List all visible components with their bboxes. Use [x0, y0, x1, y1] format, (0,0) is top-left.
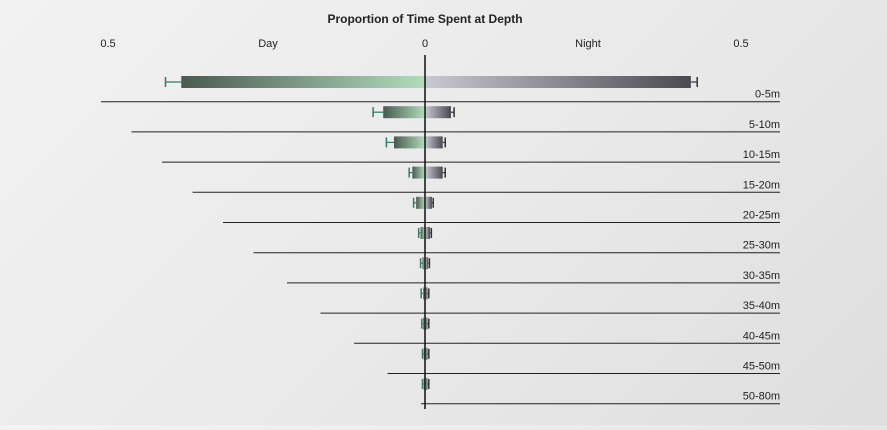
depth-label: 35-40m — [743, 300, 780, 312]
depth-label: 20-25m — [743, 210, 780, 222]
day-bar — [420, 227, 425, 239]
night-bar — [425, 106, 451, 119]
night-bar — [425, 317, 428, 330]
night-bar — [425, 287, 428, 300]
depth-label: 5-10m — [749, 119, 780, 131]
depth-label: 30-35m — [743, 270, 780, 282]
night-bar — [425, 196, 432, 209]
day-bar — [422, 257, 425, 270]
day-label: Day — [258, 38, 278, 50]
day-bar — [423, 317, 425, 330]
left-tick-label: 0.5 — [100, 38, 115, 50]
right-tick-label: 0.5 — [733, 38, 748, 50]
day-bar — [416, 196, 425, 209]
night-bar — [425, 76, 691, 88]
night-bar — [425, 227, 431, 239]
day-bar — [423, 287, 425, 300]
depth-label: 0-5m — [755, 89, 780, 101]
day-bar — [383, 106, 425, 119]
night-bar — [425, 378, 428, 390]
center-tick-label: 0 — [422, 38, 428, 50]
depth-label: 45-50m — [743, 361, 780, 373]
night-bar — [425, 347, 428, 360]
night-bar — [425, 257, 429, 270]
bars — [164, 76, 698, 390]
depth-label: 25-30m — [743, 240, 780, 252]
night-bar — [425, 136, 443, 149]
depth-rows: 0-5m 5-10m 10-15m 15-20m 20-25m 25-30m 30-35m 3… — [101, 89, 780, 405]
chart-title: Proportion of Time Spent at Depth — [327, 12, 522, 26]
night-bar — [425, 166, 443, 179]
depth-label: 40-45m — [743, 330, 780, 342]
day-bar — [412, 166, 425, 179]
depth-label: 15-20m — [743, 179, 780, 191]
day-bar — [181, 76, 425, 88]
day-bar — [393, 136, 425, 149]
depth-label: 50-80m — [743, 391, 780, 403]
depth-label: 10-15m — [743, 149, 780, 161]
night-label: Night — [575, 38, 601, 50]
